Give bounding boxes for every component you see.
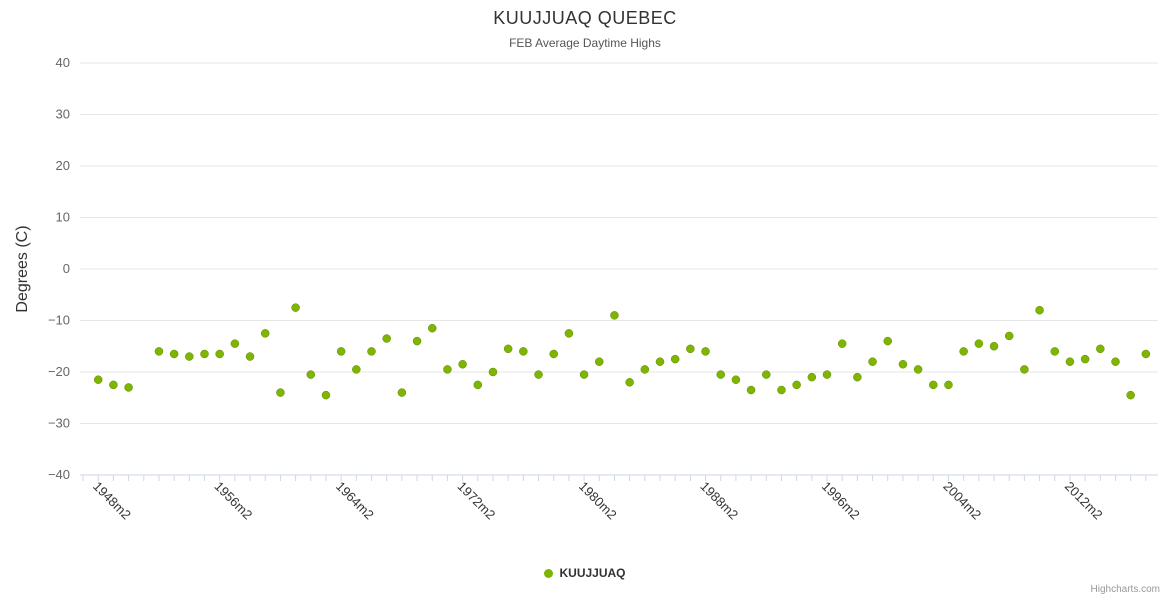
y-axis-label: −20 — [48, 364, 70, 379]
data-point[interactable] — [716, 370, 725, 379]
data-point[interactable] — [974, 339, 984, 348]
data-point[interactable] — [807, 372, 817, 382]
data-point[interactable] — [352, 365, 361, 374]
data-point[interactable] — [1111, 357, 1120, 366]
data-point[interactable] — [1141, 349, 1151, 359]
data-point[interactable] — [169, 349, 179, 359]
x-axis-label: 1972m2 — [454, 479, 498, 523]
x-axis-label: 1964m2 — [333, 479, 377, 523]
data-point[interactable] — [215, 349, 224, 359]
data-point[interactable] — [458, 360, 467, 369]
data-point[interactable] — [929, 380, 938, 390]
data-point[interactable] — [853, 372, 862, 382]
data-point[interactable] — [1080, 354, 1090, 364]
data-point[interactable] — [837, 339, 847, 348]
data-point[interactable] — [245, 352, 255, 361]
x-axis-label: 1948m2 — [90, 479, 134, 523]
legend-label: KUUJJUAQ — [559, 566, 626, 580]
data-point[interactable] — [913, 365, 923, 374]
data-point[interactable] — [792, 380, 801, 390]
data-point[interactable] — [185, 352, 194, 361]
data-point[interactable] — [686, 344, 695, 354]
data-point[interactable] — [1096, 344, 1105, 354]
x-axis-label: 2004m2 — [940, 479, 984, 523]
data-point[interactable] — [549, 349, 558, 359]
data-point[interactable] — [746, 385, 756, 395]
data-point[interactable] — [1020, 365, 1029, 374]
x-axis-label: 1996m2 — [819, 479, 863, 523]
data-point[interactable] — [488, 367, 498, 377]
data-point[interactable] — [610, 311, 619, 320]
chart-title: KUUJJUAQ QUEBEC — [493, 8, 677, 28]
data-point[interactable] — [822, 370, 832, 379]
data-point[interactable] — [1065, 357, 1075, 366]
x-axis-label: 1980m2 — [576, 479, 620, 523]
y-axis-label: 40 — [56, 55, 70, 70]
data-point[interactable] — [443, 365, 452, 374]
legend-marker-icon — [544, 568, 554, 578]
data-point[interactable] — [124, 383, 133, 392]
y-axis-label: −30 — [48, 416, 70, 431]
data-point[interactable] — [382, 334, 391, 343]
data-point[interactable] — [412, 336, 422, 346]
data-point[interactable] — [1126, 390, 1135, 400]
data-point[interactable] — [731, 375, 741, 384]
x-axis-label: 2012m2 — [1062, 479, 1106, 523]
y-axis-title: Degrees (C) — [14, 225, 31, 312]
data-point[interactable] — [321, 390, 331, 400]
data-point[interactable] — [777, 385, 786, 395]
data-point[interactable] — [959, 347, 968, 356]
data-point[interactable] — [519, 347, 528, 356]
data-point[interactable] — [595, 357, 604, 366]
x-axis-label: 1988m2 — [697, 479, 741, 523]
y-axis-label: 10 — [56, 210, 70, 225]
data-point[interactable] — [473, 380, 483, 390]
data-point[interactable] — [1004, 331, 1014, 341]
data-point[interactable] — [276, 388, 285, 397]
data-point[interactable] — [260, 329, 270, 338]
y-axis-label: 20 — [56, 158, 70, 173]
data-point[interactable] — [291, 303, 300, 312]
legend-item[interactable]: KUUJJUAQ — [0, 566, 1170, 580]
data-point[interactable] — [868, 357, 877, 366]
data-point[interactable] — [579, 370, 589, 379]
data-point[interactable] — [397, 388, 407, 397]
data-point[interactable] — [625, 378, 634, 387]
data-point[interactable] — [640, 365, 650, 374]
data-point[interactable] — [564, 329, 574, 338]
data-point[interactable] — [427, 323, 437, 333]
data-point[interactable] — [93, 375, 103, 384]
x-axis-label: 1956m2 — [212, 479, 256, 523]
data-point[interactable] — [230, 339, 240, 348]
data-point[interactable] — [109, 380, 118, 390]
data-point[interactable] — [200, 349, 209, 359]
data-point[interactable] — [367, 347, 376, 356]
data-point[interactable] — [989, 342, 999, 351]
y-axis-label: 30 — [56, 107, 70, 122]
data-point[interactable] — [701, 347, 710, 356]
data-point[interactable] — [670, 354, 680, 364]
data-point[interactable] — [534, 370, 543, 379]
data-point[interactable] — [883, 336, 892, 346]
data-point[interactable] — [762, 370, 771, 379]
y-axis-label: −10 — [48, 313, 70, 328]
data-point[interactable] — [898, 360, 908, 369]
data-point[interactable] — [1035, 305, 1044, 315]
data-point[interactable] — [503, 344, 513, 354]
chart-subtitle: FEB Average Daytime Highs — [509, 36, 661, 50]
y-axis-label: 0 — [63, 261, 70, 276]
data-point[interactable] — [306, 370, 316, 379]
data-point[interactable] — [655, 357, 665, 366]
y-axis-label: −40 — [48, 467, 70, 482]
data-point[interactable] — [336, 347, 346, 356]
data-point[interactable] — [154, 347, 164, 356]
data-point[interactable] — [944, 380, 953, 390]
highcharts-credit[interactable]: Highcharts.com — [1090, 584, 1160, 595]
data-point[interactable] — [1050, 347, 1060, 356]
